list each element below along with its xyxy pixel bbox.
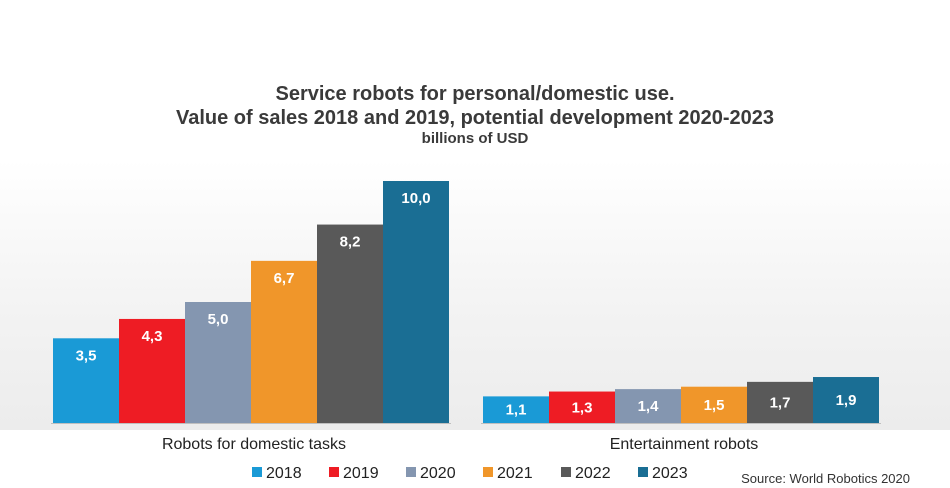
data-label: 6,7 [274, 270, 295, 287]
legend-item-2018: 2018 [252, 465, 302, 482]
bar-2023-entertainment [813, 377, 879, 423]
legend-item-2023: 2023 [638, 465, 688, 482]
bar-2019-domestic [119, 318, 185, 423]
data-label: 1,1 [506, 402, 527, 419]
legend-item-2022: 2022 [561, 465, 611, 482]
chart-subtitle: billions of USD [421, 130, 529, 147]
legend-swatch [483, 467, 493, 477]
chart-title-line-1: Service robots for personal/domestic use… [275, 83, 675, 105]
legend-label: 2020 [420, 465, 456, 482]
chart-title-line-2: Value of sales 2018 and 2019, potential … [175, 107, 775, 129]
bar-2018-entertainment [483, 396, 549, 423]
legend-label: 2021 [497, 465, 533, 482]
bar-2023-domestic [383, 181, 449, 423]
bar-2018-domestic [53, 338, 119, 423]
data-label: 1,7 [770, 394, 791, 411]
data-label: 3,5 [76, 347, 97, 364]
bar-2021-entertainment [681, 386, 747, 423]
bar-2019-entertainment [549, 391, 615, 423]
source-note: Source: World Robotics 2020 [741, 471, 910, 486]
legend-item-2020: 2020 [406, 465, 456, 482]
bar-2022-entertainment [747, 381, 813, 423]
chart-title-block: Service robots for personal/domestic use… [0, 82, 950, 148]
data-label: 1,3 [572, 399, 593, 416]
legend-item-2019: 2019 [329, 465, 379, 482]
data-label: 1,9 [836, 392, 857, 409]
legend-label: 2019 [343, 465, 379, 482]
legend-swatch [638, 467, 648, 477]
bar-2020-domestic [185, 302, 251, 423]
legend-label: 2018 [266, 465, 302, 482]
data-label: 5,0 [208, 311, 229, 328]
legend-swatch [329, 467, 339, 477]
data-label: 8,2 [340, 234, 361, 251]
data-label: 1,4 [638, 398, 660, 415]
legend-item-2021: 2021 [483, 465, 533, 482]
legend-label: 2023 [652, 465, 688, 482]
legend-swatch [406, 467, 416, 477]
legend-label: 2022 [575, 465, 611, 482]
x-category-label: Entertainment robots [610, 436, 759, 453]
bar-2022-domestic [317, 224, 383, 423]
data-label: 4,3 [142, 328, 163, 345]
data-label: 10,0 [401, 190, 430, 207]
data-label: 1,5 [704, 397, 725, 414]
legend-swatch [561, 467, 571, 477]
bar-2021-domestic [251, 260, 317, 423]
legend-swatch [252, 467, 262, 477]
x-category-label: Robots for domestic tasks [162, 436, 346, 453]
bar-2020-entertainment [615, 389, 681, 423]
